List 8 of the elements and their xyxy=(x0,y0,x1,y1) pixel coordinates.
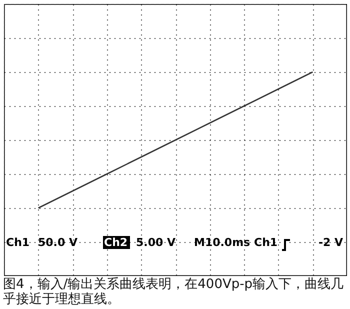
caption: 图4，输入/输出关系曲线表明，在400Vp-p输入下，曲线几乎接近于理想直线。 xyxy=(3,277,345,307)
text: Ch1 xyxy=(254,236,278,249)
text: 5.00 V xyxy=(136,236,176,249)
text: Ch2 xyxy=(104,236,128,249)
text: -2 V xyxy=(318,236,344,249)
text: Ch1 xyxy=(6,236,30,249)
text: M10.0ms xyxy=(194,236,251,249)
text: 50.0 V xyxy=(38,236,78,249)
